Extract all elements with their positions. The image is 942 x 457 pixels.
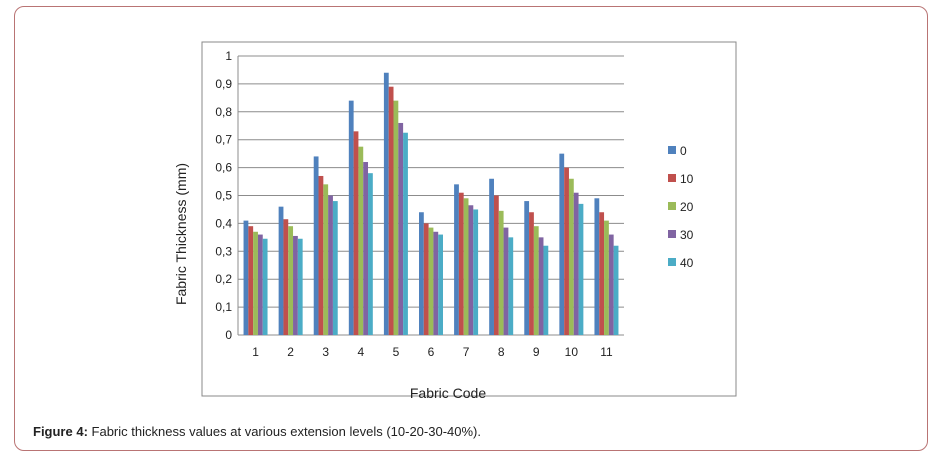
bar <box>578 203 584 335</box>
bar <box>393 100 399 335</box>
bar <box>529 212 534 335</box>
bar <box>458 192 464 335</box>
legend-swatch <box>668 174 676 182</box>
bar <box>604 220 609 335</box>
bar <box>283 219 289 335</box>
bar <box>559 153 565 335</box>
y-tick-label: 1 <box>225 49 232 63</box>
x-tick-label: 8 <box>498 345 505 359</box>
legend-swatch <box>668 230 676 238</box>
bar <box>388 86 394 335</box>
legend-swatch <box>668 202 676 210</box>
bar-chart: 0 0,1 0,2 0,3 0,4 0,5 0,6 0,7 0,8 0,9 1 1 2 3 4 5 6 7 8 9 1… <box>173 41 737 401</box>
legend-label: 10 <box>680 172 694 186</box>
y-tick-label: 0,3 <box>215 244 232 258</box>
bar <box>438 234 443 335</box>
legend-label: 40 <box>680 256 694 270</box>
y-tick-label: 0,1 <box>215 300 232 314</box>
y-tick-label: 0 <box>225 328 232 342</box>
bar <box>419 212 424 335</box>
caption-text: Fabric thickness values at various exten… <box>91 424 481 439</box>
x-tick-label: 9 <box>533 345 540 359</box>
bar <box>398 122 404 336</box>
bar <box>608 234 614 335</box>
y-tick-label: 0,4 <box>215 216 232 230</box>
bar <box>313 156 319 335</box>
x-tick-label: 4 <box>357 345 364 359</box>
bar <box>262 238 268 335</box>
bar <box>253 231 258 335</box>
bar <box>599 212 605 335</box>
x-tick-label: 2 <box>287 345 294 359</box>
bar <box>573 192 579 335</box>
x-tick-label: 3 <box>322 345 329 359</box>
bar <box>243 220 249 335</box>
y-tick-label: 0,9 <box>215 77 232 91</box>
y-tick-label: 0,5 <box>215 189 232 203</box>
figure-caption: Figure 4: Fabric thickness values at var… <box>33 424 481 439</box>
bar <box>503 227 509 335</box>
bar <box>568 178 574 335</box>
bar <box>318 175 324 335</box>
bar <box>524 201 530 335</box>
bar <box>328 195 333 335</box>
bar <box>348 100 354 335</box>
bar <box>358 146 364 335</box>
bar <box>257 234 263 335</box>
bar <box>428 227 434 335</box>
bar <box>543 245 549 335</box>
x-tick-label: 10 <box>565 345 579 359</box>
x-tick-label: 11 <box>600 345 613 359</box>
x-tick-label: 1 <box>252 345 259 359</box>
x-tick-label: 7 <box>463 345 470 359</box>
y-tick-label: 0,8 <box>215 105 232 119</box>
bar <box>363 162 369 335</box>
x-tick-label: 6 <box>428 345 435 359</box>
chart-panel: 0 0,1 0,2 0,3 0,4 0,5 0,6 0,7 0,8 0,9 1 1 2 3 4 5 6 7 8 9 1… <box>154 21 784 407</box>
bar <box>594 198 600 335</box>
x-axis-title: Fabric Code <box>410 385 486 401</box>
bar <box>353 131 359 335</box>
bar <box>498 210 504 335</box>
legend-label: 20 <box>680 200 694 214</box>
bar <box>332 201 338 335</box>
caption-label: Figure 4: <box>33 424 88 439</box>
bar <box>433 231 439 335</box>
bar <box>489 178 494 335</box>
bar <box>508 237 514 335</box>
legend-swatch <box>668 258 676 266</box>
bar <box>473 209 479 335</box>
bar <box>297 238 303 335</box>
bar <box>423 223 429 335</box>
bar <box>493 195 499 335</box>
bar <box>293 235 298 335</box>
y-tick-label: 0,2 <box>215 272 232 286</box>
bar <box>368 173 373 335</box>
bar <box>248 226 254 335</box>
bar <box>278 206 284 335</box>
bar <box>403 132 408 335</box>
legend-label: 30 <box>680 228 694 242</box>
bar <box>613 245 619 335</box>
legend-label: 0 <box>680 144 687 158</box>
bar <box>454 184 459 335</box>
bar <box>463 198 469 335</box>
y-tick-label: 0,7 <box>215 133 232 147</box>
bar <box>383 72 389 336</box>
x-tick-label: 5 <box>393 345 400 359</box>
bar <box>323 184 329 335</box>
bar <box>564 167 569 335</box>
legend-swatch <box>668 146 676 154</box>
y-axis-title: Fabric Thickness (mm) <box>173 163 189 305</box>
bar <box>288 226 294 335</box>
y-tick-label: 0,6 <box>215 161 232 175</box>
bar <box>533 226 539 335</box>
bar <box>468 205 474 335</box>
bar <box>538 237 544 335</box>
